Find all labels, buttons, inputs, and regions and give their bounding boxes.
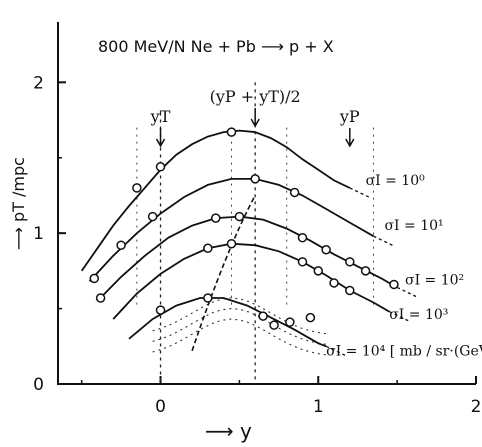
steep-curve xyxy=(191,195,256,352)
data-point xyxy=(89,273,100,284)
data-point xyxy=(203,243,213,253)
data-point xyxy=(234,211,245,222)
series-label: σI = 10³ xyxy=(389,307,448,323)
axis-labels: 800 MeV/N Ne + Pb ⟶ p + X ⟶ y ⟶ pT /mpc xyxy=(9,37,334,443)
data-point xyxy=(226,238,237,249)
marker-label-yT: yT xyxy=(150,107,171,126)
series-label: σI = 10⁰ xyxy=(366,173,426,189)
series-line xyxy=(88,178,374,283)
series-tail xyxy=(349,187,370,198)
series-2: σI = 10¹ xyxy=(88,174,444,284)
x-tick-label: 0 xyxy=(155,397,166,417)
data-point xyxy=(297,232,308,243)
series-layer: σI = 10⁰ σI = 10¹ σI = 10² σI = 10³ σI = 10⁴… xyxy=(80,127,482,359)
axis-lines xyxy=(57,22,476,385)
data-point xyxy=(116,240,126,250)
axis-ticks: 0 1 2 0 1 2 xyxy=(33,73,481,417)
dashed-contour-lines xyxy=(136,127,374,356)
x-tick-label: 2 xyxy=(471,397,482,417)
marker-label-yP: yP xyxy=(339,107,360,126)
data-point xyxy=(345,257,355,267)
series-1: σI = 10⁰ xyxy=(80,127,426,272)
dashed-contour xyxy=(152,297,327,335)
data-point xyxy=(313,266,324,276)
data-point xyxy=(147,211,158,222)
x-axis-label: ⟶ y xyxy=(205,419,252,443)
chart-title: 800 MeV/N Ne + Pb ⟶ p + X xyxy=(98,37,334,56)
rapidity-markers: yT (yP + yT)/2 yP xyxy=(150,82,360,384)
data-point xyxy=(210,213,221,223)
series-label: σI = 10¹ xyxy=(385,218,444,234)
marker-label-mid: (yP + yT)/2 xyxy=(210,87,301,106)
series-label: σI = 10⁴ [ mb / sr·(GeV)² ] xyxy=(326,343,482,359)
marker-arrow-yT xyxy=(155,128,166,148)
data-point xyxy=(269,320,279,330)
data-point xyxy=(250,174,260,184)
y-tick-label: 1 xyxy=(33,224,44,244)
series-line xyxy=(80,129,351,272)
series-tail xyxy=(396,286,417,298)
dashed-contour xyxy=(152,318,327,356)
marker-arrow-yP xyxy=(345,128,355,148)
x-tick-label: 1 xyxy=(313,397,324,417)
y-axis-label: ⟶ pT /mpc xyxy=(9,157,28,250)
data-point xyxy=(321,245,331,255)
series-4: σI = 10³ xyxy=(112,238,448,323)
series-label: σI = 10² xyxy=(405,272,464,288)
y-tick-label: 0 xyxy=(33,375,44,395)
data-point xyxy=(155,162,166,172)
data-point xyxy=(289,187,300,198)
data-point xyxy=(345,285,355,296)
dashed-contour xyxy=(152,308,327,345)
data-point xyxy=(389,279,399,290)
y-tick-label: 2 xyxy=(33,73,44,93)
data-point xyxy=(226,127,237,137)
data-point xyxy=(203,293,213,303)
series-tail xyxy=(373,235,393,246)
data-point xyxy=(360,266,371,276)
data-point xyxy=(155,305,166,315)
data-point xyxy=(329,278,339,288)
data-point xyxy=(305,312,316,323)
data-point xyxy=(285,317,295,327)
data-point xyxy=(297,257,308,267)
series-3: σI = 10² xyxy=(95,211,464,303)
data-point xyxy=(258,311,268,321)
plot-frame xyxy=(57,22,476,385)
data-point xyxy=(132,183,142,193)
marker-arrow-mid xyxy=(250,108,260,128)
data-point xyxy=(95,293,106,303)
series-5: σI = 10⁴ [ mb / sr·(GeV)² ] xyxy=(128,293,482,359)
